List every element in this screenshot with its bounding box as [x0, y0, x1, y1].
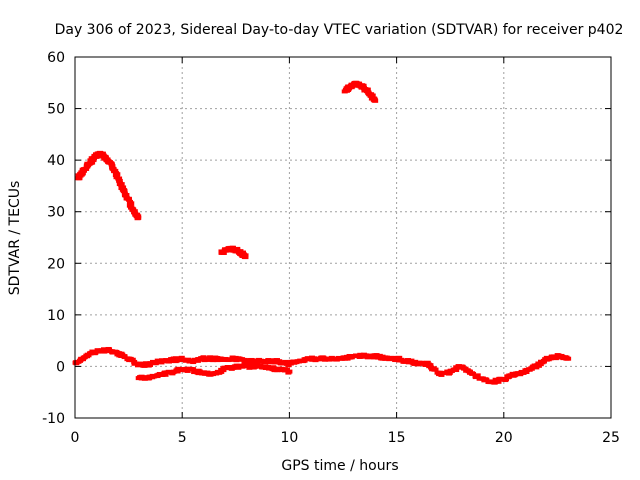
data-point [220, 250, 227, 255]
series-lower-band [135, 363, 293, 381]
x-axis-label: GPS time / hours [281, 458, 398, 474]
data-point [286, 369, 293, 374]
y-tick-label: 50 [47, 102, 65, 118]
data-point [118, 182, 125, 187]
data-point [141, 363, 148, 368]
data-point [120, 189, 127, 194]
y-tick-label: 60 [47, 50, 65, 66]
data-point [135, 215, 142, 220]
data-point [128, 201, 135, 206]
series-arc-1 [75, 150, 142, 221]
data-point [116, 179, 123, 184]
data-point [364, 87, 371, 92]
axes: -10 0 10 20 30 40 50 60 0 5 10 15 20 25 [42, 50, 620, 446]
data-point [125, 197, 132, 202]
data-point [204, 370, 211, 375]
data-point [116, 176, 123, 181]
data-points [72, 80, 572, 385]
x-tick-label: 15 [388, 430, 406, 446]
data-point [412, 359, 419, 364]
data-point [528, 366, 535, 371]
data-point [495, 379, 502, 384]
data-point [470, 371, 477, 376]
data-point [83, 166, 90, 171]
y-tick-label: 0 [56, 359, 65, 375]
data-point [90, 158, 97, 163]
x-tick-label: 0 [71, 430, 80, 446]
data-point [110, 168, 117, 173]
plot-border [74, 56, 612, 419]
data-point [272, 360, 279, 365]
data-point [436, 370, 443, 375]
chart-title: Day 306 of 2023, Sidereal Day-to-day VTE… [55, 22, 624, 38]
grid [75, 57, 611, 418]
data-point [162, 372, 169, 377]
x-tick-label: 10 [280, 430, 298, 446]
series-arc-3 [341, 80, 379, 103]
data-point [172, 356, 179, 361]
y-tick-label: 10 [47, 308, 65, 324]
series-arc-2 [218, 245, 249, 260]
data-point [152, 361, 159, 366]
x-tick-label: 20 [495, 430, 513, 446]
y-tick-label: 40 [47, 153, 65, 169]
y-axis-label: SDTVAR / TECUs [7, 181, 23, 296]
y-tick-label: 20 [47, 256, 65, 272]
x-tick-label: 25 [602, 430, 620, 446]
data-point [453, 368, 460, 373]
data-point [131, 209, 138, 214]
x-tick-label: 5 [178, 430, 187, 446]
data-point [565, 356, 572, 361]
data-point [427, 363, 434, 368]
data-point [370, 355, 377, 360]
data-point [207, 355, 214, 360]
y-tick-label: -10 [42, 411, 65, 427]
series-baseline [72, 346, 572, 385]
data-point [523, 370, 530, 375]
data-point [372, 98, 379, 103]
y-tick-label: 30 [47, 205, 65, 221]
data-point [432, 367, 439, 372]
data-point [122, 193, 129, 198]
data-point [242, 255, 249, 260]
data-point [474, 374, 481, 379]
